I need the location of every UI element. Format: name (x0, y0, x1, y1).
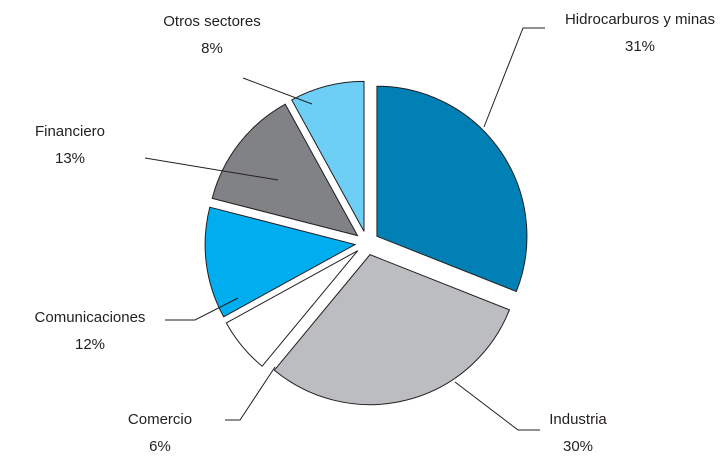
slice-label: Hidrocarburos y minas (565, 11, 715, 28)
pie-slice (225, 250, 359, 367)
leader-line (454, 381, 540, 431)
slice-label: Industria (549, 411, 607, 428)
slice-label: Otros sectores (163, 13, 261, 30)
pie-slice (204, 206, 357, 318)
slice-label: Financiero (35, 123, 105, 140)
leader-line (144, 157, 279, 181)
slice-value-label: 6% (149, 438, 171, 455)
slice-value-label: 13% (55, 150, 85, 167)
slice-value-label: 8% (201, 40, 223, 57)
leader-line (242, 77, 313, 105)
slice-value-label: 30% (563, 438, 593, 455)
leader-line (483, 27, 545, 128)
leader-line (225, 366, 276, 421)
slice-label: Comunicaciones (35, 309, 146, 326)
slice-value-label: 31% (625, 38, 655, 55)
pie-slice (211, 103, 359, 237)
slice-value-label: 12% (75, 336, 105, 353)
leader-line (165, 297, 239, 321)
slice-label: Comercio (128, 411, 192, 428)
pie-slice (273, 254, 511, 406)
pie-slice (291, 80, 365, 232)
pie-slice (376, 85, 528, 293)
